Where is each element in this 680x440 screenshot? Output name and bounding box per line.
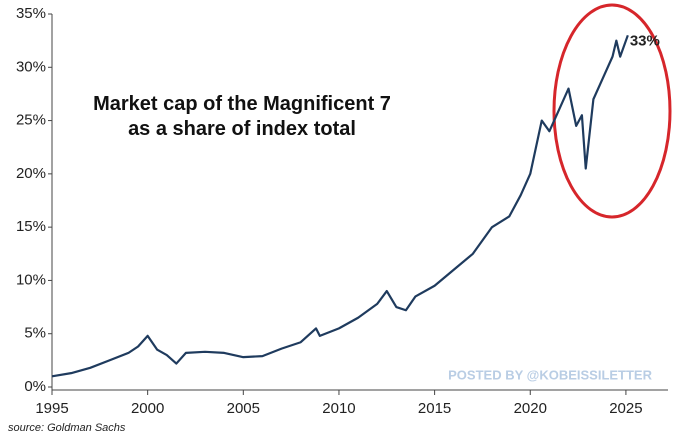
data-label: 33% [630, 32, 660, 49]
watermark: POSTED BY @KOBEISSILETTER [448, 367, 652, 382]
y-tick-label: 20% [16, 165, 46, 182]
x-tick-label: 2005 [227, 400, 260, 417]
line [51, 34, 629, 378]
y-tick-label: 35% [16, 5, 46, 22]
x-tick-label: 2000 [131, 400, 164, 417]
x-tick-label: 2010 [322, 400, 355, 417]
y-tick-label: 15% [16, 218, 46, 235]
y-tick-label: 30% [16, 58, 46, 75]
y-tick-label: 10% [16, 271, 46, 288]
y-tick-label: 5% [24, 325, 46, 342]
y-tick-label: 0% [24, 378, 46, 395]
source: source: Goldman Sachs [8, 422, 126, 434]
chart-title: Market cap of the Magnificent 7 as a sha… [93, 93, 391, 140]
x-tick-label: 1995 [35, 400, 68, 417]
x-tick-label: 2015 [418, 400, 451, 417]
x-tick-label: 2020 [514, 400, 547, 417]
x-tick-label: 2025 [609, 400, 642, 417]
y-tick-label: 25% [16, 112, 46, 129]
highlight-circle [552, 3, 672, 219]
